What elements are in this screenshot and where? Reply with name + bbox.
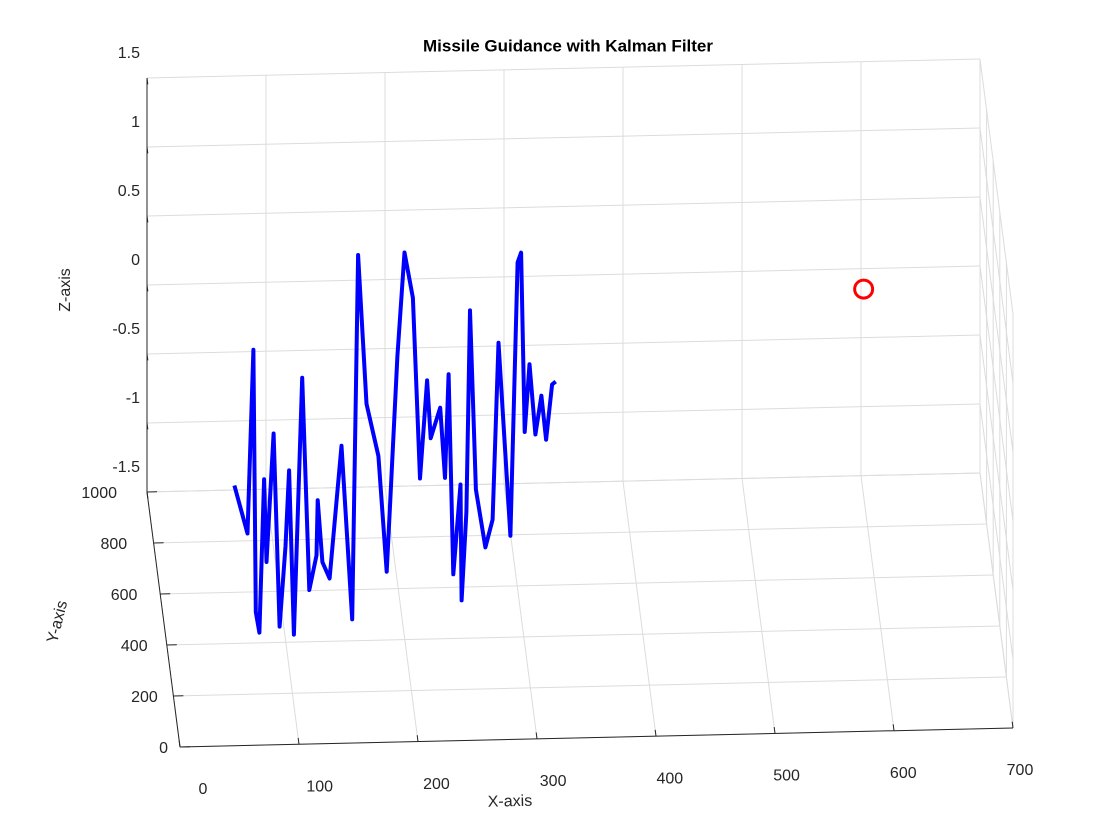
y-tick-label: 600 — [111, 587, 138, 604]
grid-line — [979, 265, 1014, 522]
z-tick — [146, 353, 149, 361]
z-tick — [146, 146, 149, 154]
target-marker — [853, 278, 875, 300]
x-axis-label: X-axis — [488, 793, 533, 811]
z-axis-label: Z-axis — [57, 268, 74, 312]
z-tick — [146, 215, 149, 223]
trajectory-line — [232, 250, 557, 637]
grid-line — [146, 127, 981, 148]
x-tick — [535, 732, 538, 739]
x-tick-label: 200 — [423, 776, 450, 793]
grid-line — [146, 196, 981, 217]
z-tick — [146, 284, 149, 292]
grid-line — [979, 58, 1014, 315]
grid-line — [146, 265, 981, 286]
grid-line — [979, 196, 1014, 453]
x-tick — [178, 740, 181, 748]
x-axis — [179, 727, 1014, 748]
grid-line — [146, 472, 981, 493]
grid-line — [173, 676, 1007, 697]
z-tick-label: -0.5 — [112, 321, 140, 338]
z-tick-label: -1 — [126, 390, 140, 407]
x-tick — [416, 735, 419, 742]
z-tick — [146, 77, 149, 85]
z-tick-label: 1.5 — [118, 45, 140, 62]
grid-line — [146, 58, 981, 79]
x-tick-label: 100 — [306, 779, 333, 796]
x-tick — [1011, 721, 1014, 729]
grid-line — [160, 574, 994, 595]
grid-line — [979, 334, 1014, 591]
grid-line — [860, 475, 895, 731]
x-tick-label: 700 — [1007, 762, 1034, 779]
z-tick — [146, 491, 149, 499]
x-tick — [773, 726, 776, 734]
grid-line — [741, 478, 776, 734]
grid-line — [979, 472, 1014, 729]
grid-line — [146, 403, 981, 424]
y-axis — [146, 491, 181, 748]
z-tick-label: 0.5 — [118, 183, 140, 200]
y-tick-label: 200 — [131, 689, 158, 706]
x-tick — [297, 737, 300, 745]
y-tick-label: 800 — [100, 536, 127, 553]
z-tick — [146, 422, 149, 430]
x-tick-label: 600 — [890, 765, 917, 782]
grid-line — [166, 625, 1000, 646]
y-tick-label: 1000 — [81, 485, 117, 502]
chart-title: Missile Guidance with Kalman Filter — [423, 36, 713, 55]
grid-line — [979, 127, 1014, 384]
grid-line — [622, 481, 657, 737]
z-tick-label: 1 — [131, 114, 140, 131]
x-tick — [654, 729, 657, 737]
x-tick-label: 300 — [540, 773, 567, 790]
x-tick-label: 0 — [199, 781, 208, 798]
grid-line — [265, 489, 300, 745]
y-tick-label: 0 — [159, 740, 168, 757]
x-tick-label: 500 — [773, 768, 800, 785]
x-tick — [892, 724, 895, 731]
z-tick-label: 0 — [131, 252, 140, 269]
y-tick-label: 400 — [121, 638, 148, 655]
x-tick-label: 400 — [657, 770, 684, 787]
grid-line — [979, 403, 1014, 660]
z-tick-label: -1.5 — [112, 459, 140, 476]
grid-line — [146, 334, 981, 355]
